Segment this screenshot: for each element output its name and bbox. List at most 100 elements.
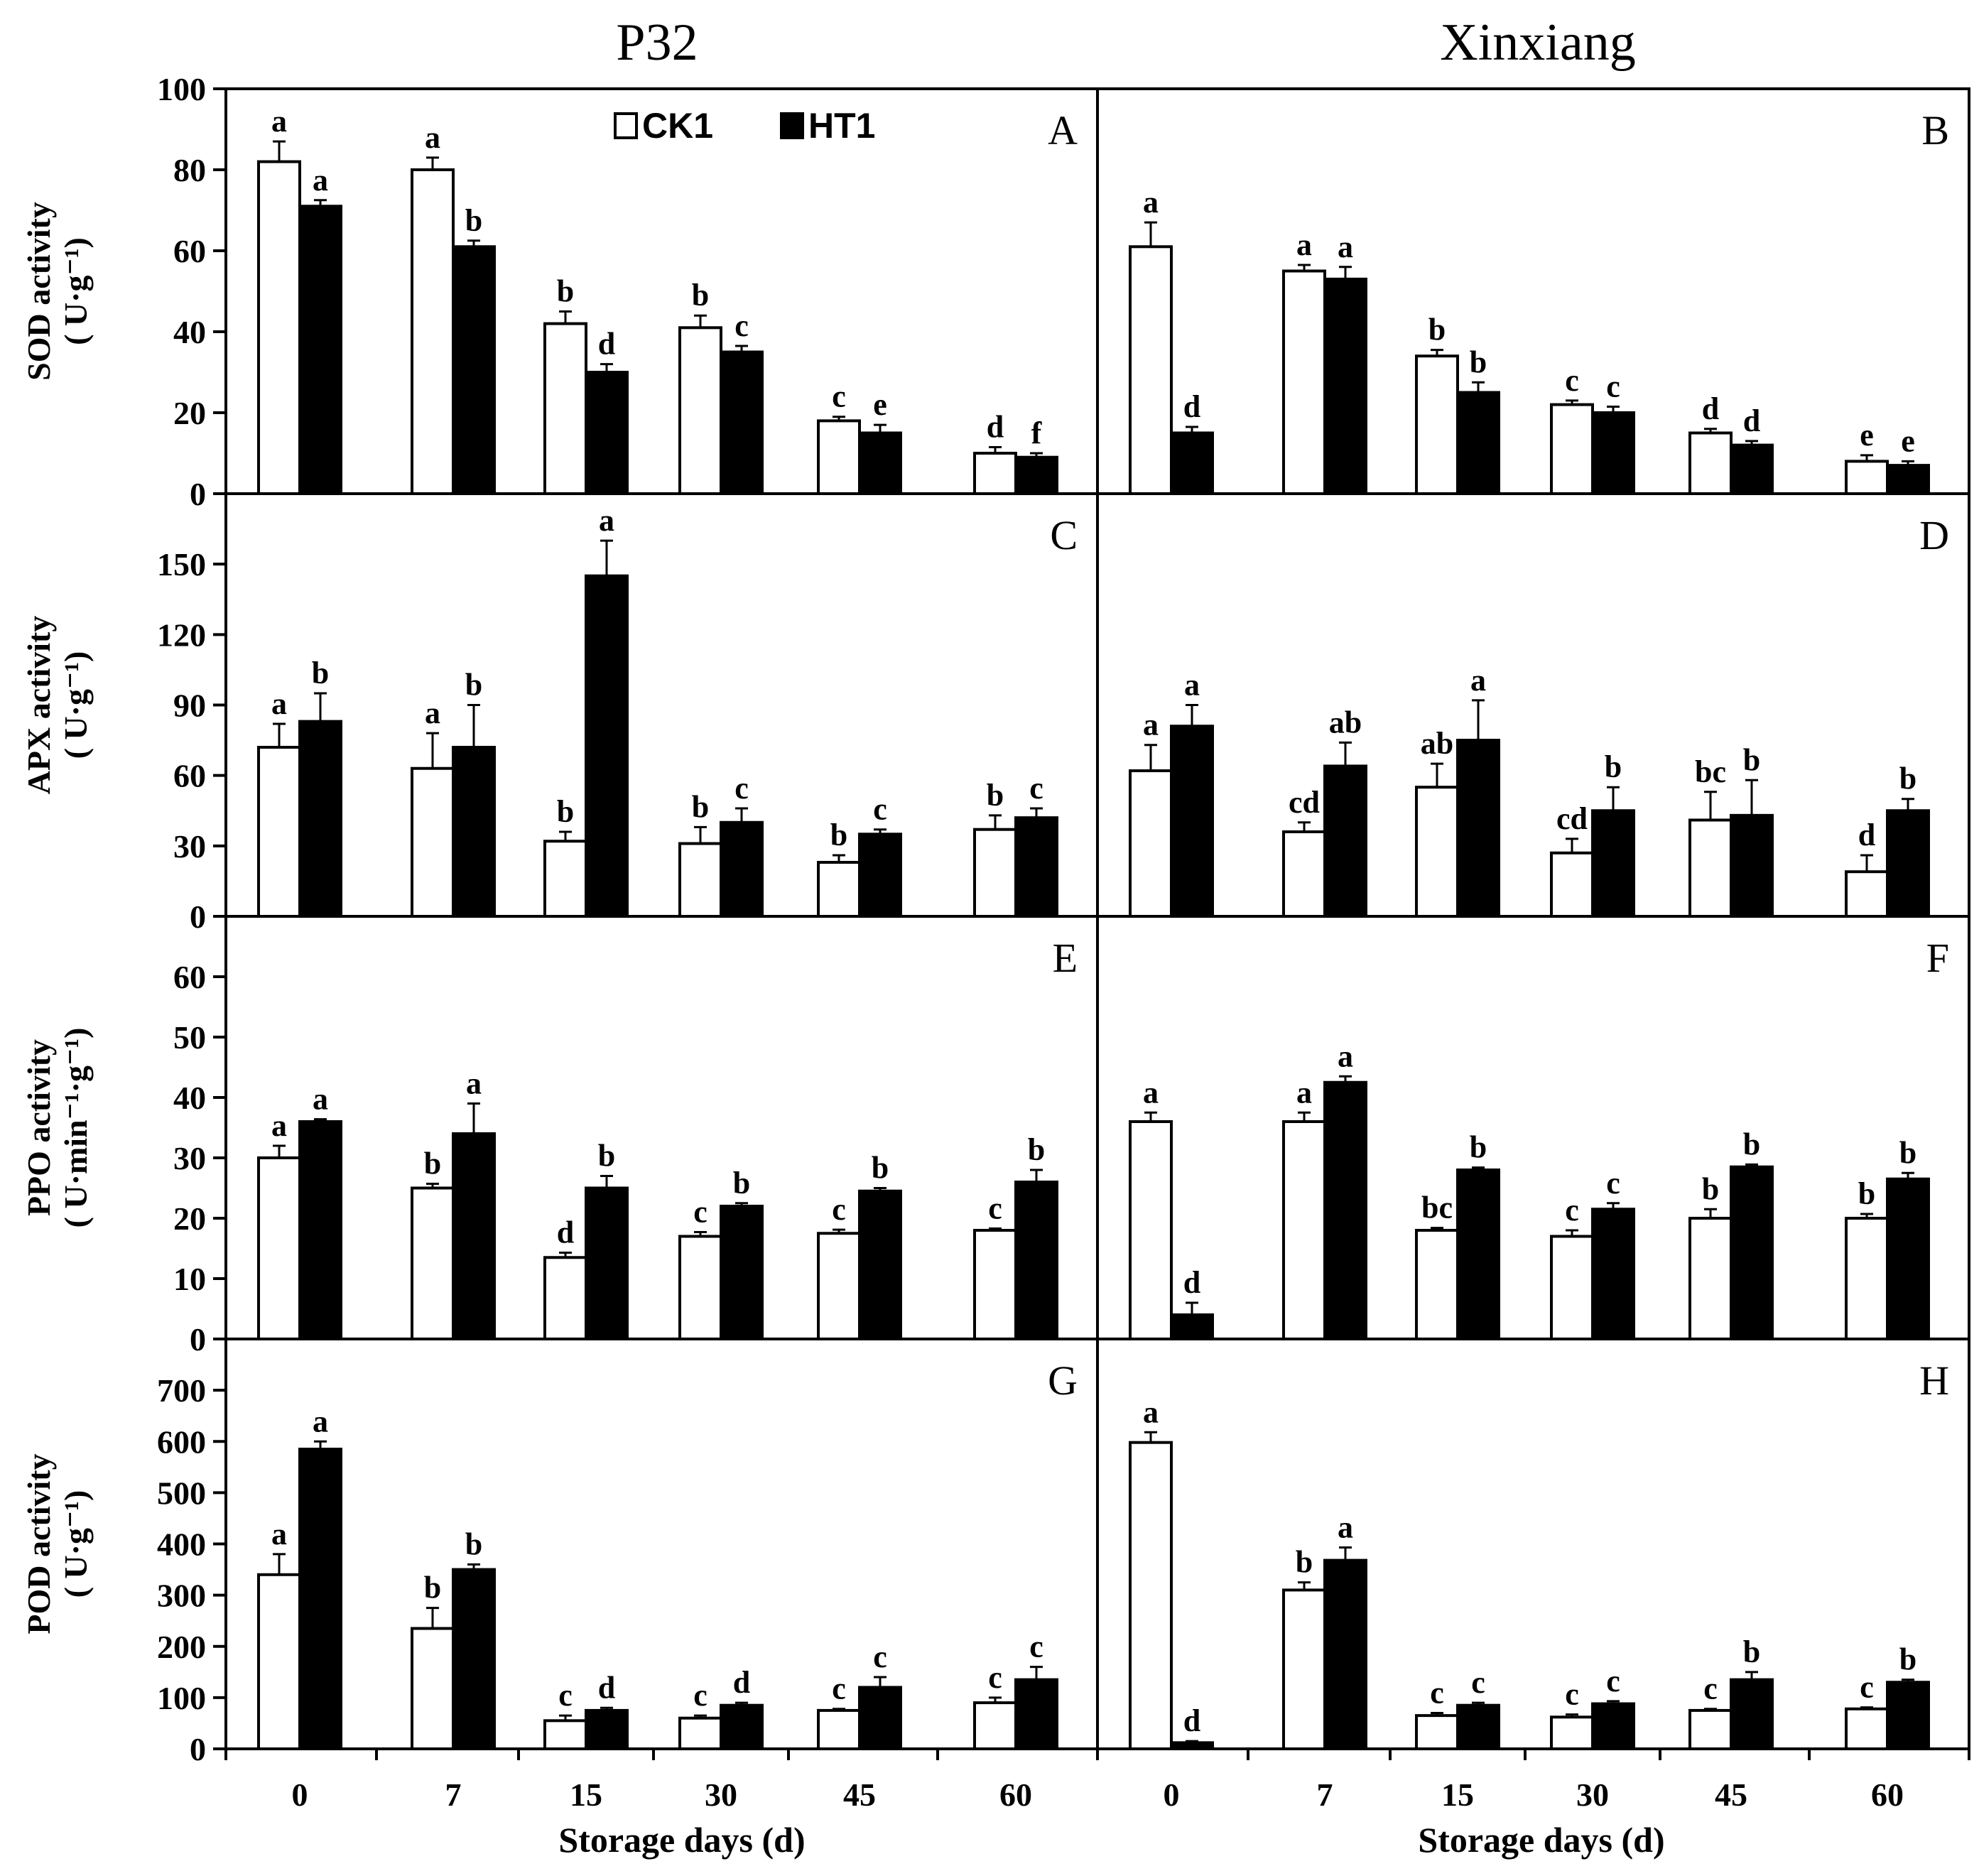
- panel-e-bar-ht1: [858, 1189, 902, 1340]
- legend-swatch-ck1: [614, 112, 638, 139]
- panel-h-xtick-label: 7: [1317, 1777, 1333, 1813]
- panel-c-sig-letter: b: [465, 668, 482, 703]
- panel-e-bar-ck1: [817, 1232, 861, 1340]
- panel-d-letter: D: [1919, 512, 1949, 558]
- panel-e-sig-letter: b: [872, 1151, 889, 1186]
- panel-g-bar-ht1: [452, 1568, 496, 1750]
- panel-g-sig-letter: d: [733, 1665, 750, 1700]
- panel-h-xtick-label: 15: [1441, 1777, 1474, 1813]
- panel-e-bar-ck1: [411, 1186, 455, 1340]
- panel-e-letter: E: [1053, 935, 1078, 981]
- panel-g-bar-ht1: [585, 1708, 629, 1750]
- panel-f-bar-ht1: [1886, 1177, 1930, 1340]
- panel-a-frame: [224, 87, 1099, 495]
- panel-a-sig-letter: f: [1031, 416, 1043, 450]
- panel-f-sig-letter: a: [1296, 1075, 1312, 1110]
- panel-f-bar-ht1: [1591, 1208, 1635, 1340]
- panel-h-bar-ht1: [1730, 1678, 1774, 1751]
- panel-g-xtick-label: 15: [570, 1777, 602, 1813]
- panel-d-bar-ck1: [1688, 818, 1733, 918]
- panel-c-sig-letter: b: [312, 656, 329, 690]
- panel-d-bar-ck1: [1415, 786, 1459, 918]
- panel-e-sig-letter: b: [733, 1166, 750, 1200]
- panel-a-bar-ht1: [585, 371, 629, 495]
- panel-b-sig-letter: b: [1470, 345, 1487, 379]
- panel-h-sig-letter: c: [1703, 1671, 1718, 1706]
- panel-e-bar-ck1: [257, 1156, 301, 1340]
- panel-g-ytick-label: 400: [157, 1527, 206, 1563]
- panel-d-sig-letter: d: [1858, 818, 1875, 852]
- panel-f-frame: [1096, 915, 1970, 1340]
- panel-c-ytick-label: 0: [190, 899, 206, 935]
- panel-a-ytick-label: 100: [157, 71, 206, 107]
- panel-d-bar-ht1: [1323, 764, 1367, 918]
- panel-g-bar-ht1: [720, 1703, 764, 1751]
- panel-a-sig-letter: a: [425, 120, 440, 155]
- panel-a-bar-ht1: [298, 205, 342, 495]
- panel-h-sig-letter: b: [1743, 1634, 1760, 1669]
- panel-f-bar-ck1: [1688, 1217, 1733, 1340]
- panel-f-sig-letter: c: [1606, 1166, 1620, 1200]
- panel-b-bar-ck1: [1129, 245, 1173, 495]
- panel-c-bar-ck1: [817, 860, 861, 918]
- panel-a-sig-letter: a: [313, 163, 328, 197]
- panel-c-bar-ht1: [858, 833, 902, 918]
- panel-h-frame: [1096, 1338, 1970, 1750]
- panel-e-bar-ck1: [973, 1229, 1017, 1340]
- panel-g-ytick-label: 300: [157, 1578, 206, 1614]
- panel-c-frame: [224, 492, 1099, 918]
- panel-b-bar-ht1: [1170, 431, 1214, 495]
- panel-h-bar-ck1: [1688, 1708, 1733, 1750]
- panel-a-ylabel: SOD activity: [21, 202, 57, 381]
- panel-b-bar-ck1: [1688, 431, 1733, 495]
- panel-d-sig-letter: a: [1143, 707, 1159, 742]
- panel-a-ytick-label: 40: [173, 314, 206, 350]
- panel-c-sig-letter: c: [1029, 771, 1043, 806]
- panel-f-sig-letter: a: [1143, 1075, 1159, 1110]
- legend: CK1 HT1: [614, 106, 875, 146]
- panel-h-bar-ht1: [1456, 1703, 1500, 1751]
- panel-g-bar-ht1: [298, 1448, 342, 1750]
- panel-b-sig-letter: e: [1860, 418, 1874, 452]
- panel-e-ylabel-unit: ( U·min⁻¹·g⁻¹): [58, 1028, 94, 1228]
- panel-c-sig-letter: c: [873, 792, 887, 827]
- panel-g-ytick-label: 600: [157, 1424, 206, 1460]
- panel-a-ytick-label: 60: [173, 233, 206, 269]
- panel-c-ytick-label: 90: [173, 688, 206, 724]
- panel-a-bar-ck1: [543, 322, 587, 495]
- panel-c-sig-letter: a: [599, 503, 614, 538]
- panel-g-sig-letter: c: [558, 1678, 573, 1713]
- panel-d-frame: [1096, 492, 1970, 918]
- panel-g-sig-letter: c: [693, 1678, 707, 1713]
- panel-a-bar-ht1: [452, 245, 496, 495]
- panel-a-sig-letter: c: [734, 308, 749, 343]
- panel-g-ylabel-unit: ( U·g⁻¹): [58, 1490, 94, 1598]
- panel-a-letter: A: [1048, 107, 1078, 153]
- panel-c-sig-letter: b: [830, 818, 847, 852]
- panel-a-sig-letter: c: [832, 379, 846, 414]
- panel-a-ytick-label: 80: [173, 152, 206, 188]
- panel-d-bar-ht1: [1456, 739, 1500, 918]
- panel-b-sig-letter: d: [1183, 389, 1200, 424]
- panel-c-bar-ht1: [720, 820, 764, 918]
- panel-f-sig-letter: d: [1183, 1265, 1200, 1300]
- panel-g-bar-ht1: [858, 1686, 902, 1750]
- panel-g-ytick-label: 700: [157, 1372, 206, 1409]
- panel-d-sig-letter: b: [1743, 742, 1760, 777]
- panel-b-sig-letter: e: [1901, 423, 1915, 458]
- panel-d-bar-ck1: [1129, 769, 1173, 918]
- panel-g-sig-letter: c: [873, 1639, 887, 1674]
- panel-g-xtick-label: 0: [292, 1777, 308, 1813]
- panel-g-sig-letter: c: [988, 1660, 1002, 1695]
- panel-c-ytick-label: 30: [173, 828, 206, 864]
- panel-h-sig-letter: c: [1471, 1665, 1485, 1700]
- panel-c-sig-letter: a: [271, 686, 287, 721]
- panel-g-ytick-label: 0: [190, 1731, 206, 1767]
- panel-f-bar-ht1: [1170, 1313, 1214, 1340]
- panel-e-sig-letter: a: [271, 1108, 287, 1143]
- panel-g-sig-letter: b: [424, 1571, 441, 1605]
- panel-c-bar-ck1: [973, 828, 1017, 918]
- panel-c-letter: C: [1050, 512, 1078, 558]
